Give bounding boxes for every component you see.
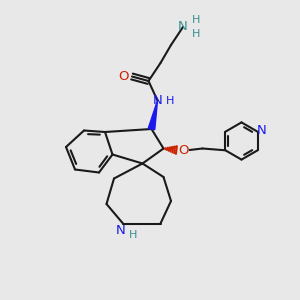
Text: H: H — [191, 28, 200, 39]
Text: N: N — [153, 94, 162, 107]
Text: N: N — [116, 224, 125, 237]
Text: O: O — [118, 70, 128, 83]
Text: H: H — [166, 95, 175, 106]
Text: N: N — [257, 124, 267, 137]
Text: O: O — [179, 143, 189, 157]
Text: N: N — [178, 20, 188, 33]
Text: H: H — [191, 15, 200, 26]
Polygon shape — [148, 100, 158, 130]
Text: H: H — [128, 230, 137, 241]
